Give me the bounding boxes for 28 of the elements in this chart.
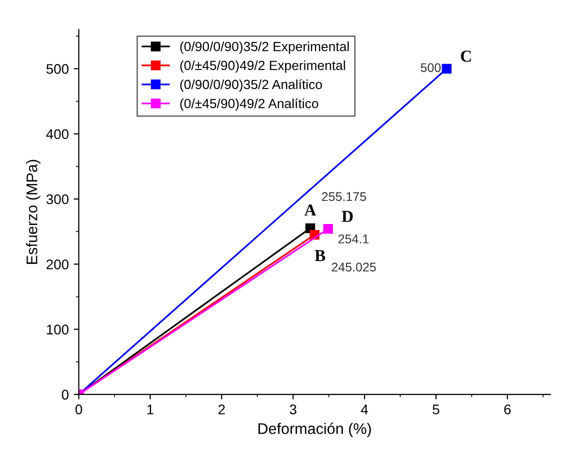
x-tick-label: 4 — [360, 404, 368, 414]
legend-label: (0/90/0/90)35/2 Analítico — [180, 79, 322, 92]
annotation: A — [304, 204, 316, 216]
legend-label: (0/±45/90)49/2 Analítico — [180, 98, 318, 111]
x-tick-label: 6 — [504, 404, 511, 414]
data-label: 255.175 — [322, 192, 366, 202]
x-tick-label: 0 — [75, 404, 82, 414]
x-tick-label: 1 — [147, 404, 154, 414]
y-tick-label: 200 — [46, 259, 69, 270]
x-tick-label: 3 — [290, 404, 296, 414]
y-tick-label: 100 — [46, 324, 69, 334]
x-tick-label: 5 — [432, 404, 440, 414]
legend-label: (0/90/0/90)35/2 Experimental — [180, 42, 349, 54]
annotation: D — [342, 210, 353, 222]
data-label: 254.1 — [338, 234, 368, 244]
x-tick-label: 2 — [218, 404, 225, 414]
x-axis-title: Deformación (%) — [258, 422, 371, 438]
y-tick-label: 0 — [62, 390, 69, 400]
y-tick-label: 500 — [46, 64, 69, 74]
data-label: 500 — [420, 63, 441, 72]
legend-label: (0/±45/90)49/2 Experimental — [180, 60, 345, 73]
annotation: B — [314, 250, 326, 262]
y-tick-label: 400 — [46, 129, 69, 140]
data-label: 245.025 — [332, 262, 376, 272]
point — [442, 64, 452, 74]
y-tick-label: 300 — [46, 194, 69, 204]
y-axis-title: Esfuerzo (MPa) — [26, 160, 40, 264]
annotation: C — [460, 50, 471, 62]
